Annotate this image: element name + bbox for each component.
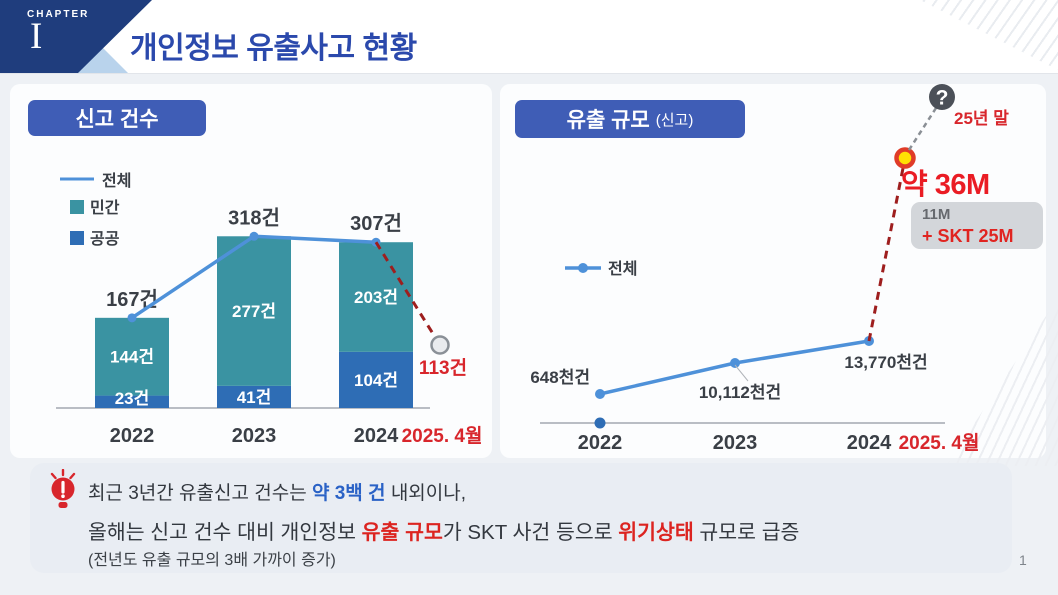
projection-open-point [430,335,450,355]
breakdown-box: 11M + SKT 25M [911,202,1043,249]
x-tick-2023: 2023 [713,432,758,454]
callout-line1-post: 내외이나, [385,483,467,504]
left-chart-title: 신고 건수 [28,100,206,136]
x-tick-2023: 2023 [232,425,277,447]
end-of-2025-label: 25년 말 [954,109,1009,128]
page-title: 개인정보 유출사고 현황 [130,32,417,65]
value-label-2024: 13,770천건 [844,353,927,372]
callout-line1: 최근 3년간 유출신고 건수는 약 3백 건 내외이나, [88,478,466,505]
right-chart-title-suffix: (신고) [655,111,694,129]
bar-label-public-2024: 104건 [354,371,398,390]
bar-2024-private [339,242,413,352]
question-mark-icon: ? [936,87,949,110]
bar-label-public-2023: 41건 [237,388,272,407]
projection-value-label: 113건 [419,357,467,379]
total-label-2023: 318건 [228,206,280,229]
highlighted-projection-point [894,147,916,169]
bar-2023-public [217,385,291,408]
leak-volume-chart: 648천건 10,112천건 13,770천건 2022 2023 2024 2025. 4… [530,84,980,454]
value-label-2023: 10,112천건 [699,383,781,402]
data-point-2022 [595,389,605,399]
value-label-2022: 648천건 [530,368,590,387]
callout-line3: (전년도 유출 규모의 3배 가까이 증가) [88,552,336,569]
total-point [127,313,137,323]
left-chart-title-text: 신고 건수 [75,108,159,131]
bar-label-public-2022: 23건 [115,389,150,408]
x-tick-2024: 2024 [354,425,399,447]
lightbulb-icon [50,469,76,508]
legend-label-total: 전체 [102,172,131,190]
callout-line1-pre: 최근 3년간 유출신고 건수는 [88,483,312,504]
total-label-2022: 167건 [106,288,158,311]
bar-label-private-2023: 277건 [232,302,276,321]
legend-label-private: 민간 [90,199,120,217]
uncertainty-dashed-line [907,107,938,151]
callout-line1-highlight: 약 3백 건 [311,483,386,504]
chapter-label: CHAPTER [27,9,90,20]
question-mark-circle [929,84,955,110]
x-tick-2024: 2024 [847,432,892,454]
callout-line2-pre: 올해는 신고 건수 대비 개인정보 [88,521,362,544]
callout-line2-mid: 가 SKT 사건 등으로 [442,521,619,544]
legend-label-public: 공공 [90,230,120,248]
callout-line2-post: 규모로 급증 [693,521,800,544]
report-count-chart: 23건 144건 167건 2022 41건 277건 318건 2023 104건 203건 30… [56,172,483,447]
chapter-numeral: I [30,16,43,57]
bar-2022-public [95,395,169,408]
callout-box [30,463,1012,573]
bar-2023-private [217,236,291,386]
x-tick-2022: 2022 [110,425,155,447]
diagonal-stripes-decoration [920,0,1058,70]
projection-dashed-line [867,157,907,342]
projection-dashed-line [374,241,442,346]
legend-swatch-public [70,231,84,245]
total-label-2024: 307건 [350,212,402,235]
legend-label-total: 전체 [608,260,637,278]
x-tick-projection: 2025. 4월 [402,425,483,447]
bar-label-private-2022: 144건 [110,348,154,367]
x-tick-2022: 2022 [578,432,623,454]
header: CHAPTER I 개인정보 유출사고 현황 [0,0,1058,74]
leader-line [734,364,749,382]
right-chart-title-text: 유출 규모 [566,109,650,132]
breakdown-11m: 11M [922,206,951,223]
right-chart-title: 유출 규모 (신고) [515,100,745,138]
right-chart-panel [500,84,1046,458]
page-number: 1 [1019,552,1027,568]
callout-line2: 올해는 신고 건수 대비 개인정보 유출 규모가 SKT 사건 등으로 위기상태… [88,515,799,545]
approx-36m-label: 약 36M [901,169,990,201]
breakdown-skt: + SKT 25M [922,225,1014,246]
x-tick-projection: 2025. 4월 [899,432,980,454]
bar-2022-private [95,317,169,396]
bar-2024-public [339,351,413,408]
legend-swatch-private [70,200,84,214]
bar-label-private-2024: 203건 [354,288,398,307]
callout-line2-red2: 위기상태 [618,521,694,544]
data-point-2023 [730,358,740,368]
total-point [249,231,259,241]
callout-line2-red1: 유출 규모 [361,521,443,544]
legend-point-symbol [578,263,588,273]
axis-origin-point [594,417,606,429]
